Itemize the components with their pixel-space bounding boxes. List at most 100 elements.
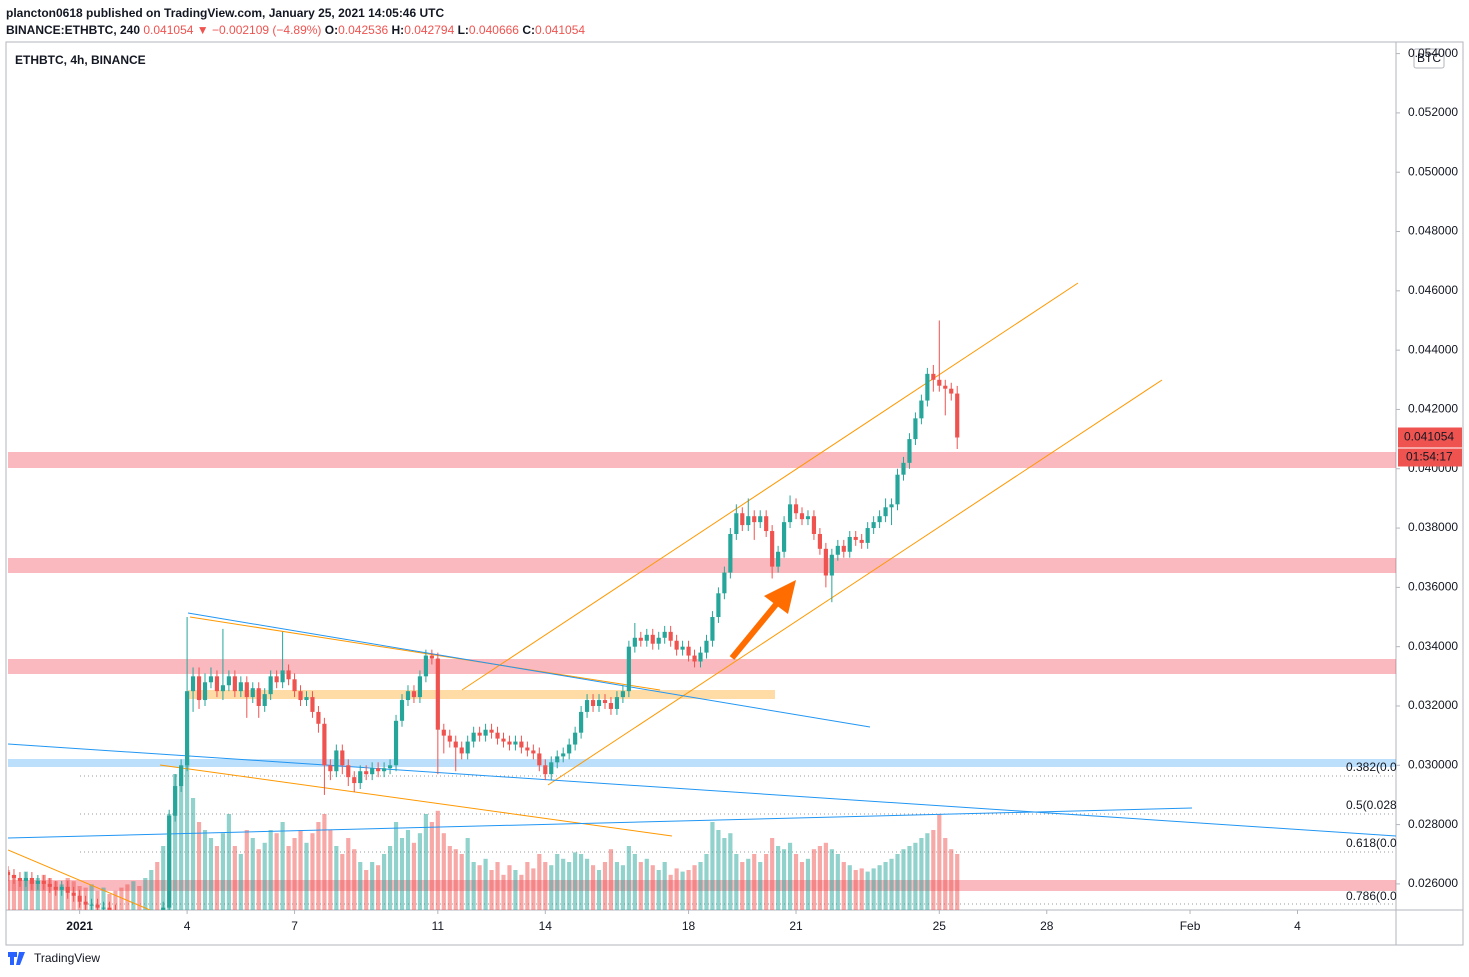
- volume-bar: [561, 858, 566, 910]
- candle-body: [584, 700, 590, 712]
- candle-body: [370, 768, 375, 775]
- candle-body: [41, 880, 46, 884]
- candle-body: [107, 907, 112, 910]
- volume-bar: [811, 849, 817, 910]
- volume-bar: [907, 846, 912, 910]
- fib-label: 0.618(0.0: [1346, 836, 1397, 850]
- volume-bar: [770, 838, 775, 910]
- volume-bar: [465, 838, 470, 910]
- candle-body: [483, 729, 488, 736]
- candle-body: [429, 655, 434, 659]
- volume-bar: [740, 862, 745, 910]
- volume-bar: [632, 854, 637, 910]
- blue-zone: [8, 759, 1396, 767]
- candle-body: [316, 711, 321, 724]
- candle-body: [513, 741, 518, 745]
- candle-body: [190, 676, 196, 692]
- footer: TradingView: [8, 951, 100, 965]
- volume-bar: [89, 884, 94, 910]
- candle-body: [859, 539, 864, 543]
- candle-body: [77, 895, 82, 902]
- candle-body: [620, 691, 625, 698]
- volume-bar: [555, 854, 560, 910]
- candle-body: [149, 917, 153, 920]
- volume-bar: [853, 870, 858, 910]
- x-tick-label: Feb: [1180, 919, 1201, 933]
- candle-body: [734, 513, 739, 534]
- candle-body: [244, 682, 249, 698]
- candle-body: [889, 504, 894, 508]
- orange-zone: [188, 690, 775, 699]
- candle-body: [614, 697, 620, 709]
- y-tick-label: 0.042000: [1408, 402, 1458, 416]
- o-label: O:: [324, 23, 339, 37]
- candle-body: [829, 554, 834, 576]
- volume-bar: [393, 822, 399, 910]
- volume-bar: [513, 870, 518, 910]
- volume-bar: [847, 865, 852, 910]
- volume-bar: [8, 870, 11, 910]
- volume-bar: [793, 854, 799, 910]
- volume-bar: [686, 870, 691, 910]
- candle-body: [179, 765, 184, 787]
- candle-body: [196, 676, 202, 701]
- candle-body: [537, 753, 542, 766]
- candle-body: [352, 777, 357, 784]
- candle-body: [907, 439, 912, 463]
- volume-bar: [949, 849, 954, 910]
- candle-body: [268, 676, 273, 695]
- volume-bar: [805, 858, 811, 910]
- candle-body: [805, 516, 811, 520]
- volume-bar: [799, 862, 805, 910]
- candle-body: [435, 658, 440, 730]
- volume-bar: [304, 842, 309, 910]
- candle-body: [340, 750, 345, 766]
- candle-body: [495, 732, 500, 739]
- volume-bar: [41, 874, 46, 910]
- candle-body: [590, 700, 596, 706]
- volume-bar: [292, 838, 297, 910]
- volume-bar: [877, 865, 882, 910]
- volume-bar: [232, 846, 237, 910]
- volume-bar: [889, 858, 894, 910]
- y-tick-label: 0.046000: [1408, 283, 1458, 297]
- volume-bar: [650, 865, 655, 910]
- volume-bar: [220, 833, 226, 910]
- candle-body: [817, 533, 822, 549]
- candle-body: [835, 545, 840, 555]
- volume-bar: [35, 878, 40, 910]
- volume-bar: [137, 886, 142, 910]
- volume-bar: [519, 874, 524, 910]
- volume-bar: [865, 871, 870, 910]
- volume-bar: [334, 846, 339, 910]
- candle-body: [423, 655, 428, 677]
- candle-body: [555, 756, 560, 763]
- candle-body: [393, 720, 399, 766]
- y-tick-label: 0.032000: [1408, 698, 1458, 712]
- volume-bar: [507, 865, 512, 910]
- candle-body: [113, 911, 117, 920]
- candle-body: [280, 670, 285, 683]
- candle-body: [376, 768, 381, 772]
- volume-bar: [471, 862, 476, 910]
- candle-body: [131, 922, 135, 928]
- o: 0.042536: [338, 23, 389, 37]
- volume-bar: [376, 865, 381, 910]
- candle-body: [787, 504, 793, 523]
- c: 0.041054: [535, 23, 586, 37]
- volume-bar: [626, 846, 631, 910]
- volume-bar: [698, 862, 703, 910]
- candle-body: [883, 507, 888, 517]
- y-tick-label: 0.034000: [1408, 639, 1458, 653]
- volume-bar: [113, 890, 118, 910]
- candle-body: [740, 513, 745, 526]
- candles: [8, 320, 960, 928]
- volume-bar: [841, 862, 846, 910]
- candle-body: [185, 691, 190, 766]
- volume-bar: [346, 838, 351, 910]
- y-tick-label: 0.048000: [1408, 224, 1458, 238]
- volume-bar: [549, 865, 554, 910]
- candle-body: [304, 697, 309, 701]
- volume-bar: [358, 862, 363, 910]
- volume-bar: [352, 849, 357, 910]
